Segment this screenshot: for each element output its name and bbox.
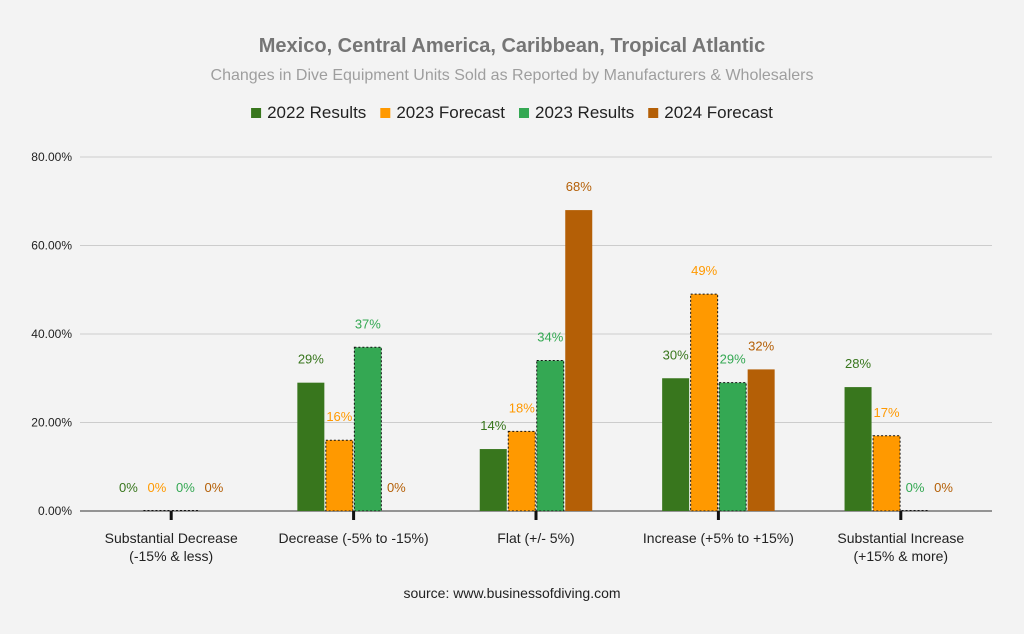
legend-item: 2024 Forecast	[648, 103, 773, 122]
x-tick-label: Decrease (-5% to -15%)	[279, 530, 429, 546]
legend-label: 2022 Results	[267, 103, 366, 122]
legend-swatch	[251, 108, 262, 118]
data-label: 30%	[663, 347, 689, 362]
x-tick-mark	[534, 511, 538, 520]
legend: 2022 Results 2023 Forecast 2023 Results 202…	[251, 103, 773, 122]
data-label: 17%	[874, 405, 900, 420]
bar-2-1	[297, 382, 325, 511]
bar-2-2	[325, 439, 354, 512]
data-label: 32%	[748, 338, 774, 353]
y-tick-label: 0.00%	[38, 504, 72, 518]
data-label: 0%	[119, 480, 138, 495]
x-tick-label: Substantial Increase	[837, 530, 964, 546]
data-label: 14%	[480, 418, 506, 433]
bar-3-2	[507, 430, 536, 512]
data-label: 34%	[537, 330, 563, 345]
data-label: 49%	[691, 263, 717, 278]
bar-2-3	[353, 346, 382, 512]
x-tick-mark	[899, 511, 903, 520]
y-tick-label: 20.00%	[31, 416, 72, 430]
data-label: 37%	[355, 316, 381, 331]
x-tick-mark	[352, 511, 356, 520]
bars	[143, 210, 929, 512]
legend-swatch	[648, 108, 659, 118]
bar-5-1	[844, 387, 872, 511]
x-tick-label: Flat (+/- 5%)	[497, 530, 574, 546]
legend-item: 2023 Forecast	[380, 103, 505, 122]
legend-swatch	[519, 108, 529, 118]
x-tick-label: (-15% & less)	[129, 548, 213, 564]
bar-3-1	[479, 449, 507, 511]
data-label: 68%	[566, 179, 592, 194]
x-tick-label: Substantial Decrease	[105, 530, 238, 546]
bar-5-2	[872, 435, 901, 512]
bar-4-1	[662, 378, 690, 511]
data-label: 0%	[387, 480, 406, 495]
x-tick-label: (+15% & more)	[854, 548, 949, 564]
data-label: 0%	[934, 480, 953, 495]
data-label: 28%	[845, 356, 871, 371]
data-label: 18%	[509, 400, 535, 415]
x-tick-label: Increase (+5% to +15%)	[643, 530, 794, 546]
y-tick-label: 40.00%	[31, 327, 72, 341]
data-label: 0%	[205, 480, 224, 495]
x-tick-mark	[716, 511, 720, 520]
legend-item: 2022 Results	[251, 103, 366, 122]
x-tick-mark	[169, 511, 173, 520]
data-label: 0%	[148, 480, 167, 495]
bar-3-4	[565, 210, 593, 511]
chart-subtitle: Changes in Dive Equipment Units Sold as …	[211, 67, 814, 84]
legend-swatch	[380, 108, 391, 118]
bar-4-2	[690, 293, 719, 512]
bar-3-3	[536, 360, 565, 512]
x-axis: Substantial Decrease (-15% & less) Decreas…	[105, 511, 964, 564]
data-label: 0%	[906, 480, 925, 495]
legend-item: 2023 Results	[519, 103, 634, 122]
legend-label: 2024 Forecast	[664, 103, 773, 122]
bar-4-3	[718, 382, 747, 512]
data-label: 29%	[720, 352, 746, 367]
y-tick-label: 80.00%	[31, 150, 72, 164]
y-tick-label: 60.00%	[31, 239, 72, 253]
legend-label: 2023 Results	[535, 103, 634, 122]
data-label: 0%	[176, 480, 195, 495]
data-labels: 0% 0% 0% 0% 29% 16% 37% 0% 14%18% 34% 68% 30% 49% 29%…	[119, 179, 953, 495]
data-label: 16%	[326, 409, 352, 424]
bar-4-4	[747, 369, 775, 511]
data-label: 29%	[298, 352, 324, 367]
source-note: source: www.businessofdiving.com	[403, 585, 620, 601]
chart-title: Mexico, Central America, Caribbean, Trop…	[259, 35, 765, 57]
legend-label: 2023 Forecast	[396, 103, 505, 122]
